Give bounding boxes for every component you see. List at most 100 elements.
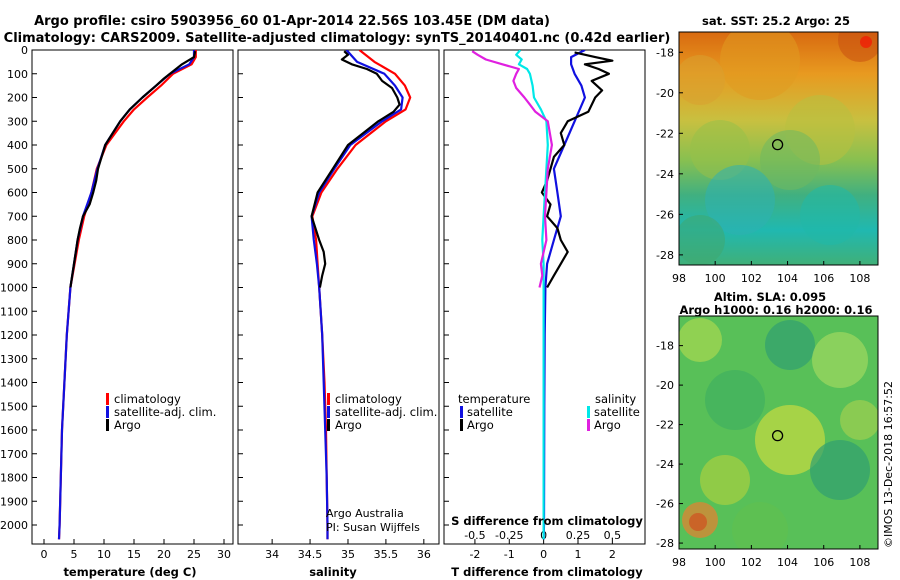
x-tick-label: 34 xyxy=(265,548,279,561)
difference-xlabel: T difference from climatology xyxy=(451,565,643,579)
map-x-tick-label: 106 xyxy=(813,272,834,285)
sst-blob xyxy=(690,120,750,180)
map-y-tick-label: -18 xyxy=(656,46,674,59)
map-x-tick-label: 106 xyxy=(813,556,834,569)
title-line-2: Climatology: CARS2009. Satellite-adjuste… xyxy=(4,31,671,46)
temperature-xlabel: temperature (deg C) xyxy=(63,565,196,579)
legend-swatch-climatology xyxy=(106,393,109,405)
depth-tick-label: 900 xyxy=(7,258,28,271)
x-tick-label: 1 xyxy=(575,548,582,561)
depth-tick-label: 400 xyxy=(7,139,28,152)
sst-blob xyxy=(679,215,725,265)
sst-blob xyxy=(800,185,860,245)
sla-blob xyxy=(705,370,765,430)
depth-tick-label: 1000 xyxy=(0,282,28,295)
legend-swatch-s-argo xyxy=(587,419,590,431)
sla-texture xyxy=(679,318,878,549)
legend-label-argo: Argo xyxy=(335,418,362,432)
x-tick-label: 0 xyxy=(540,548,547,561)
depth-tick-label: 700 xyxy=(7,210,28,223)
depth-tick-label: 100 xyxy=(7,68,28,81)
legend-swatch-climatology xyxy=(327,393,330,405)
x-tick-label: 20 xyxy=(157,548,171,561)
annotation-argo-australia: Argo Australia xyxy=(326,507,404,520)
salinity-xlabel: salinity xyxy=(309,565,357,579)
sst-texture xyxy=(679,32,878,265)
s-tick-label: 0.25 xyxy=(566,529,591,542)
series-line-t-satellite xyxy=(542,50,587,540)
salinity-x-axis: 34 34.5 35 35.5 36 xyxy=(265,539,431,561)
series-line-s-satellite xyxy=(515,50,549,540)
difference-legend: temperature satellite Argo salinity sate… xyxy=(458,392,640,432)
x-tick-label: 10 xyxy=(97,548,111,561)
depth-tick-label: 2000 xyxy=(0,519,28,532)
legend-label-t-argo: Argo xyxy=(467,418,494,432)
difference-panel xyxy=(443,49,646,545)
s-tick-label: -0.5 xyxy=(464,529,485,542)
salinity-lines xyxy=(310,50,412,540)
depth-tick-label: 500 xyxy=(7,163,28,176)
s-tick-label: 0.5 xyxy=(604,529,622,542)
depth-tick-label: 800 xyxy=(7,234,28,247)
depth-tick-label: 1300 xyxy=(0,353,28,366)
x-tick-label: 25 xyxy=(187,548,201,561)
legend-label-argo: Argo xyxy=(114,418,141,432)
sla-blob xyxy=(755,405,825,475)
x-tick-label: -2 xyxy=(469,548,480,561)
legend-label-satellite: satellite-adj. clim. xyxy=(114,405,216,419)
sla-map-subtitle: Argo h1000: 0.16 h2000: 0.16 xyxy=(679,303,872,317)
depth-tick-label: 1600 xyxy=(0,424,28,437)
sst-map-frame xyxy=(678,31,879,266)
map-x-tick-label: 100 xyxy=(705,272,726,285)
series-line-t-argo xyxy=(540,51,614,289)
map-x-tick-label: 104 xyxy=(777,556,798,569)
depth-tick-label: 1400 xyxy=(0,377,28,390)
sst-blob xyxy=(705,165,775,235)
series-line-satellite-adj-clim- xyxy=(57,50,196,540)
s-tick-label: -0.25 xyxy=(495,529,523,542)
x-tick-label: 35 xyxy=(341,548,355,561)
x-tick-label: -1 xyxy=(504,548,515,561)
map-y-tick-label: -22 xyxy=(656,419,674,432)
sla-map-title: Altim. SLA: 0.095 xyxy=(714,290,826,304)
map-y-tick-label: -24 xyxy=(656,458,674,471)
map-x-tick-label: 104 xyxy=(777,272,798,285)
title-line-1: Argo profile: csiro 5903956_60 01-Apr-20… xyxy=(34,14,550,29)
sst-blob xyxy=(860,36,872,48)
footer-timestamp: ©IMOS 13-Dec-2018 16:57:52 xyxy=(882,381,895,548)
map-y-tick-label: -18 xyxy=(656,340,674,353)
x-tick-label: 30 xyxy=(217,548,231,561)
series-line-climatology xyxy=(57,50,197,540)
map-y-tick-label: -24 xyxy=(656,168,674,181)
map-y-tick-label: -28 xyxy=(656,537,674,550)
x-tick-label: 36 xyxy=(417,548,431,561)
sla-blob xyxy=(732,502,788,549)
temperature-panel xyxy=(31,49,234,545)
x-tick-label: 0 xyxy=(41,548,48,561)
legend-swatch-satellite xyxy=(106,406,109,418)
series-line-s-argo xyxy=(471,50,554,288)
series-line-satellite-adj-clim- xyxy=(310,50,404,540)
depth-tick-label: 600 xyxy=(7,187,28,200)
legend-label-s-satellite: satellite xyxy=(594,405,640,419)
map-y-tick-label: -28 xyxy=(656,249,674,262)
map-x-tick-label: 108 xyxy=(849,556,870,569)
sst-blob xyxy=(760,130,820,190)
depth-tick-label: 200 xyxy=(7,92,28,105)
legend-swatch-argo xyxy=(106,419,109,431)
map-x-tick-label: 100 xyxy=(705,556,726,569)
sla-blob xyxy=(679,318,722,362)
depth-tick-label: 1100 xyxy=(0,305,28,318)
salinity-legend: climatology satellite-adj. clim. Argo Ar… xyxy=(326,392,437,534)
x-tick-label: 15 xyxy=(127,548,141,561)
map-x-tick-label: 98 xyxy=(672,556,686,569)
legend-swatch-satellite xyxy=(327,406,330,418)
legend-label-climatology: climatology xyxy=(114,392,181,406)
depth-tick-label: 1700 xyxy=(0,448,28,461)
depth-tick-label: 1800 xyxy=(0,472,28,485)
annotation-pi: PI: Susan Wijffels xyxy=(326,521,420,534)
sla-blob xyxy=(840,400,878,440)
sla-map xyxy=(679,316,878,549)
difference-lines xyxy=(471,50,614,540)
